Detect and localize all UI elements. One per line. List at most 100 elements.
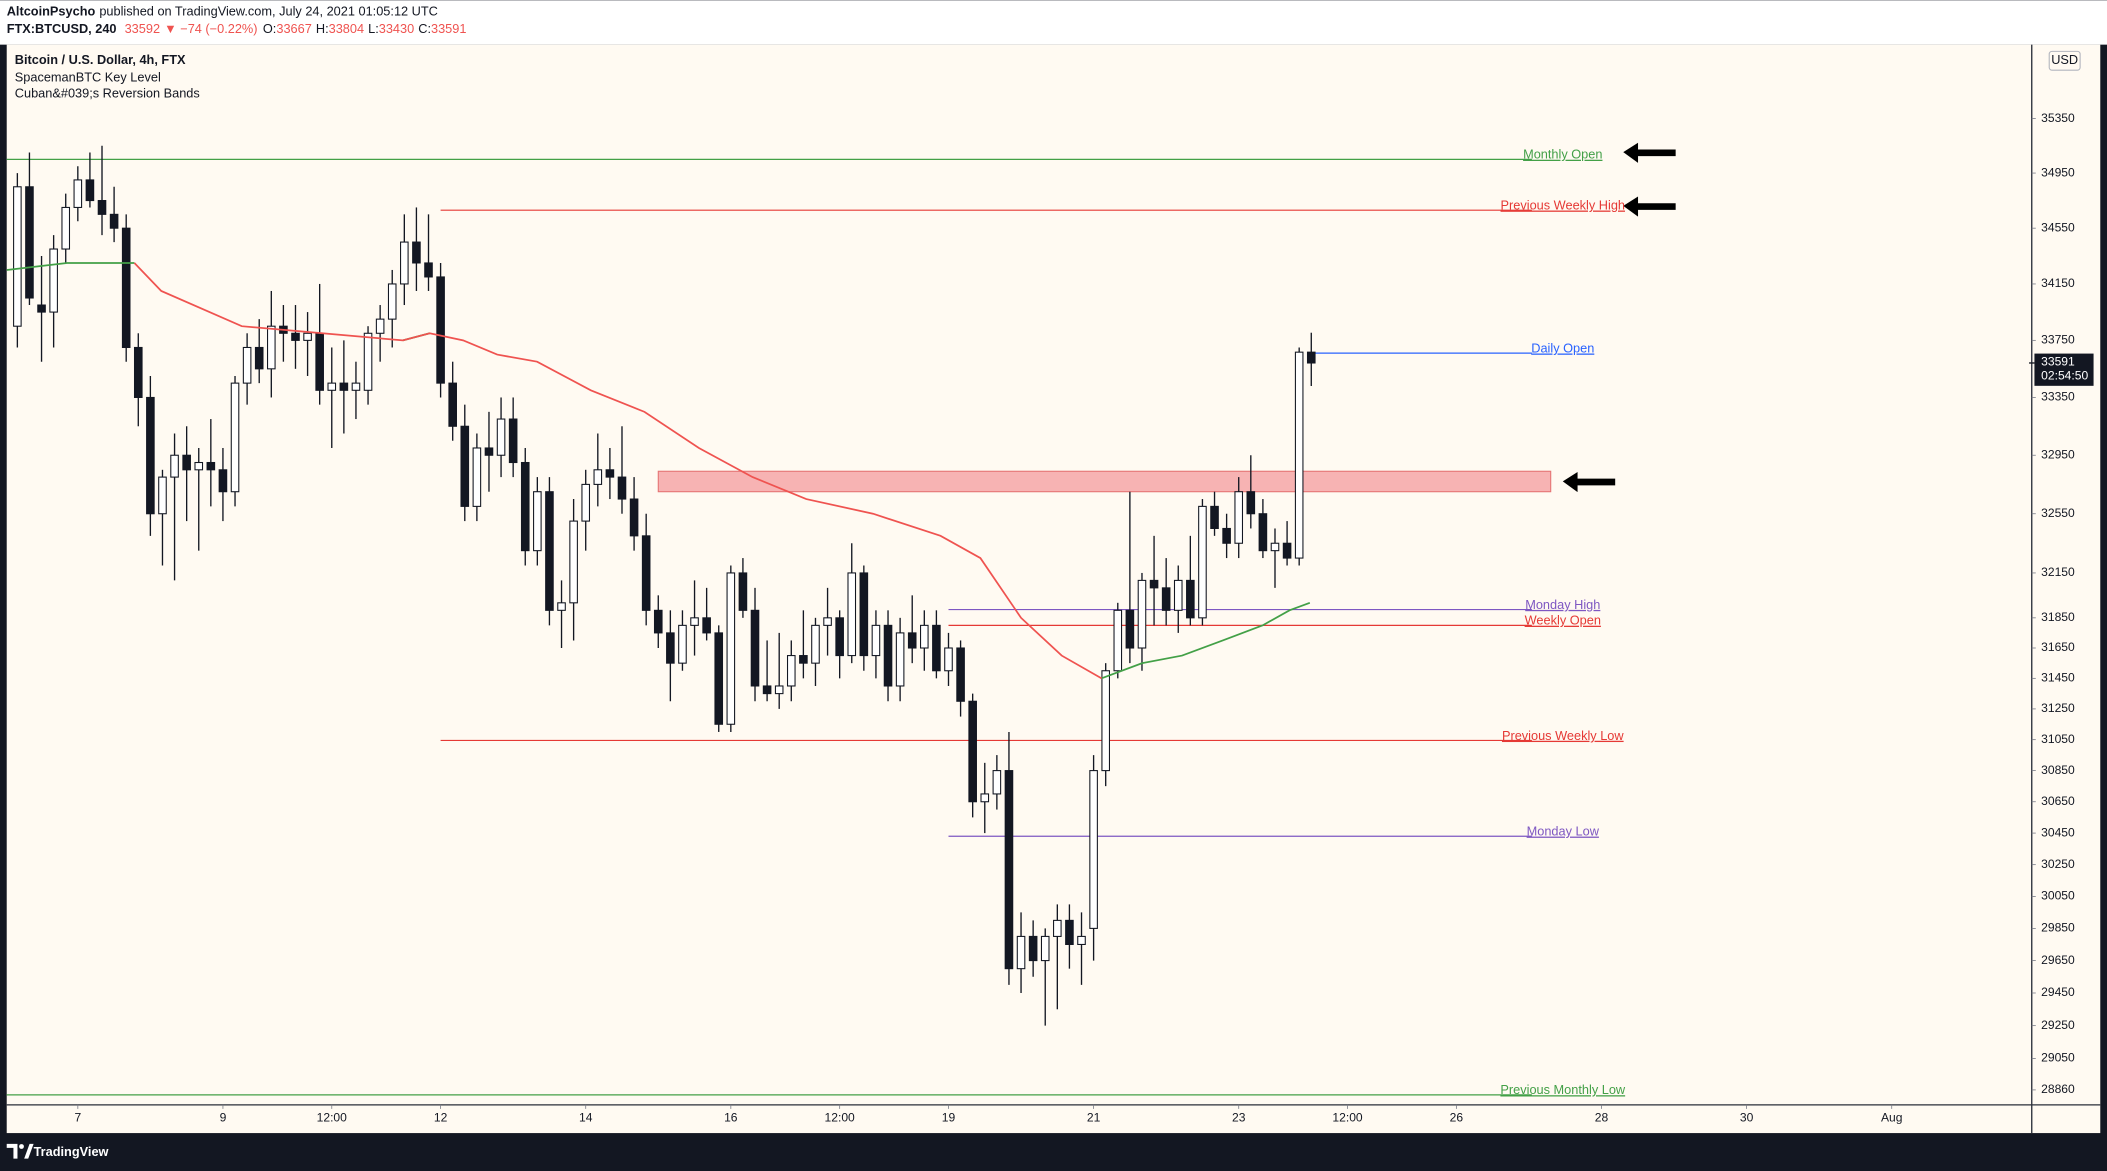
candle-body: [847, 572, 857, 657]
candle-body: [653, 609, 663, 634]
y-tick-label: 31050: [2041, 732, 2075, 746]
candle-body: [351, 382, 361, 391]
legend-entry: SpacemanBTC Key Level: [15, 70, 161, 85]
candle-body: [424, 262, 433, 278]
candle-body: [799, 655, 808, 664]
candle-body: [557, 602, 566, 611]
x-tick-label: 19: [942, 1110, 956, 1124]
publish-line: AltcoinPsycho published on TradingView.co…: [7, 4, 438, 19]
candle-body: [25, 186, 34, 299]
candle-body: [1065, 919, 1074, 945]
ohlc-key: C:: [418, 21, 431, 36]
candle-body: [1173, 579, 1183, 611]
x-tick-label: 14: [579, 1110, 593, 1124]
header-bar: [0, 0, 2107, 45]
candle-body: [194, 461, 204, 471]
candle-body: [146, 396, 155, 515]
ohlc-key: O:: [263, 21, 276, 36]
candle-body: [1113, 609, 1123, 672]
chart-area: [6, 44, 2101, 1134]
candle-body: [1222, 527, 1231, 544]
x-tick-label: 12:00: [825, 1110, 856, 1124]
candle-body: [1306, 351, 1316, 364]
candle-body: [182, 454, 191, 471]
candle-body: [206, 461, 216, 471]
x-tick-label: 28: [1595, 1110, 1609, 1124]
candle-body: [170, 454, 179, 478]
x-tick-label: 12: [434, 1110, 448, 1124]
quote-line: FTX:BTCUSD, 240 33592 ▼ −74 (−0.22%) O:3366…: [7, 21, 467, 36]
candle-body: [944, 647, 953, 672]
ohlc-value: 33667: [276, 21, 311, 36]
candle-body: [158, 476, 167, 515]
key-level-label: Previous Weekly High: [1501, 198, 1625, 213]
candle-body: [702, 617, 711, 634]
y-tick-label: 29850: [2041, 921, 2075, 935]
candle-body: [242, 346, 252, 384]
key-level-label: Previous Weekly Low: [1502, 728, 1624, 743]
candle-body: [484, 447, 494, 456]
arrow: [1562, 471, 1616, 493]
candle-body: [666, 632, 675, 664]
y-tick-label: 32550: [2041, 506, 2075, 520]
candle-body: [460, 425, 470, 507]
candle-body: [569, 520, 578, 604]
key-level-label: Monday Low: [1527, 824, 1600, 839]
candle-body: [1234, 491, 1244, 544]
legend-title: Bitcoin / U.S. Dollar, 4h, FTX: [15, 52, 186, 67]
x-tick-label: 12:00: [317, 1110, 348, 1124]
candle-body: [254, 346, 264, 370]
candle-body: [13, 186, 22, 327]
currency-box: [2048, 50, 2081, 71]
x-tick-label: 7: [74, 1110, 81, 1124]
y-tick-label: 32150: [2041, 565, 2075, 579]
candle-body: [218, 469, 228, 493]
arrows: [1562, 142, 1676, 493]
candle-body: [1077, 935, 1086, 945]
candle-body: [1028, 935, 1038, 962]
candle-body: [895, 632, 905, 687]
x-tick-label: 16: [724, 1110, 738, 1124]
candle-body: [835, 617, 844, 657]
ohlc-value: 33430: [379, 21, 414, 36]
candle-body: [907, 632, 917, 649]
footer-logo: [6, 1143, 34, 1159]
y-tick-label: 31650: [2041, 640, 2075, 654]
candle-body: [472, 447, 482, 507]
key-level-label: Daily Open: [1531, 341, 1594, 356]
author: AltcoinPsycho: [7, 4, 96, 19]
logo-mark: [19, 1144, 24, 1149]
last-price: 33591: [2041, 354, 2075, 368]
candle-body: [121, 227, 131, 349]
x-tick-label: 21: [1087, 1110, 1101, 1124]
countdown: 02:54:50: [2041, 369, 2088, 383]
candle-body: [641, 535, 651, 611]
legend-entry: Cuban&#039;s Reversion Bands: [15, 86, 200, 101]
published: published on TradingView.com, July 24, 2…: [99, 4, 438, 19]
candle-body: [97, 200, 107, 215]
candle-body: [496, 418, 506, 456]
y-tick-label: 29650: [2041, 953, 2075, 967]
x-tick-label: 26: [1450, 1110, 1464, 1124]
candle-body: [49, 248, 58, 313]
candle-body: [109, 213, 119, 229]
candle-body: [133, 346, 143, 399]
candle-body: [387, 283, 397, 320]
candle-body: [629, 498, 639, 537]
candle-body: [448, 382, 457, 427]
candle-body: [1186, 579, 1195, 619]
y-tick-label: 30450: [2041, 825, 2075, 839]
candle-body: [859, 572, 869, 657]
candle-body: [327, 382, 337, 391]
candle-body: [1101, 670, 1110, 772]
x-tick-label: 12:00: [1332, 1110, 1363, 1124]
candle-body: [339, 382, 349, 391]
key-zone: [657, 470, 1552, 493]
candle-body: [1004, 770, 1014, 970]
candle-body: [726, 572, 736, 725]
candle-body: [774, 685, 784, 695]
candle-body: [678, 624, 687, 664]
candle-body: [593, 469, 603, 485]
candle-body: [85, 179, 95, 202]
